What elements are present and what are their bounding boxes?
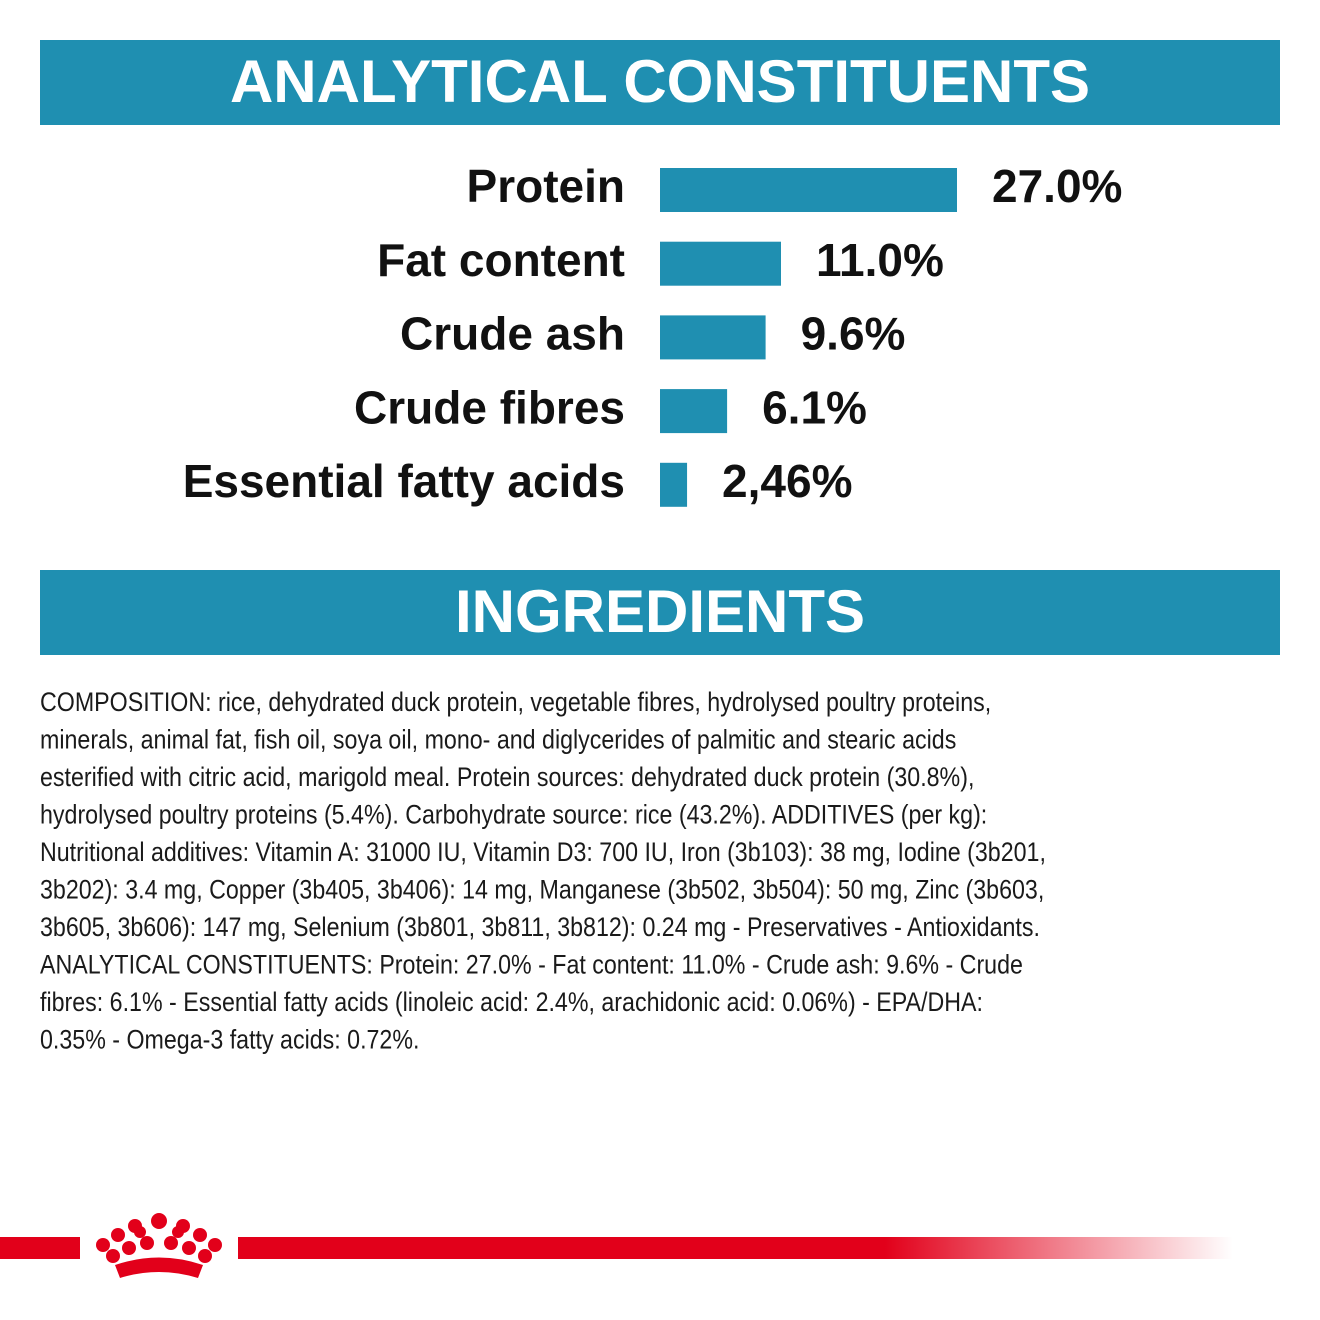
ingredient-line: hydrolysed poultry proteins (5.4%). Carb… bbox=[40, 800, 987, 830]
bar bbox=[660, 241, 781, 286]
ingredient-line: 3b605, 3b606): 147 mg, Selenium (3b801, … bbox=[40, 912, 1040, 942]
ingredient-line: 3b202): 3.4 mg, Copper (3b405, 3b406): 1… bbox=[40, 875, 1044, 905]
category-label: Crude fibres bbox=[354, 381, 625, 433]
ingredient-line: COMPOSITION: rice, dehydrated duck prote… bbox=[40, 687, 991, 717]
ingredients-band bbox=[40, 570, 1280, 655]
value-label: 2,46% bbox=[722, 455, 852, 507]
ingredient-line: minerals, animal fat, fish oil, soya oil… bbox=[40, 725, 956, 755]
header-title: ANALYTICAL CONSTITUENTS bbox=[230, 48, 1090, 115]
category-label: Fat content bbox=[377, 234, 625, 286]
value-label: 27.0% bbox=[992, 160, 1122, 212]
chart: Protein 27.0% Fat content 11.0% Crude ash 9.6… bbox=[183, 160, 1123, 507]
bar bbox=[660, 168, 957, 212]
ingredients-text: COMPOSITION: rice, dehydrated duck prote… bbox=[40, 687, 1046, 1055]
header-band bbox=[40, 40, 1280, 125]
value-label: 9.6% bbox=[801, 308, 906, 360]
ingredient-line: 0.35% - Omega-3 fatty acids: 0.72%. bbox=[40, 1025, 419, 1055]
crown-logo bbox=[96, 1213, 222, 1278]
ingredient-line: esterified with citric acid, marigold me… bbox=[40, 762, 974, 792]
logo bbox=[0, 1213, 1233, 1278]
bar bbox=[660, 462, 688, 507]
bar bbox=[660, 315, 766, 360]
ingredient-line: ANALYTICAL CONSTITUENTS: Protein: 27.0% … bbox=[40, 950, 1023, 980]
category-label: Crude ash bbox=[400, 308, 625, 360]
ingredient-line: fibres: 6.1% - Essential fatty acids (li… bbox=[40, 987, 983, 1017]
value-label: 6.1% bbox=[762, 381, 867, 433]
ingredients-title: INGREDIENTS bbox=[455, 578, 865, 645]
red-line bbox=[238, 1237, 1233, 1259]
red-line bbox=[0, 1237, 80, 1259]
category-label: Essential fatty acids bbox=[183, 455, 625, 507]
value-label: 11.0% bbox=[816, 234, 944, 286]
category-label: Protein bbox=[467, 160, 625, 212]
ingredient-line: Nutritional additives: Vitamin A: 31000 … bbox=[40, 837, 1046, 867]
bar bbox=[660, 389, 728, 434]
